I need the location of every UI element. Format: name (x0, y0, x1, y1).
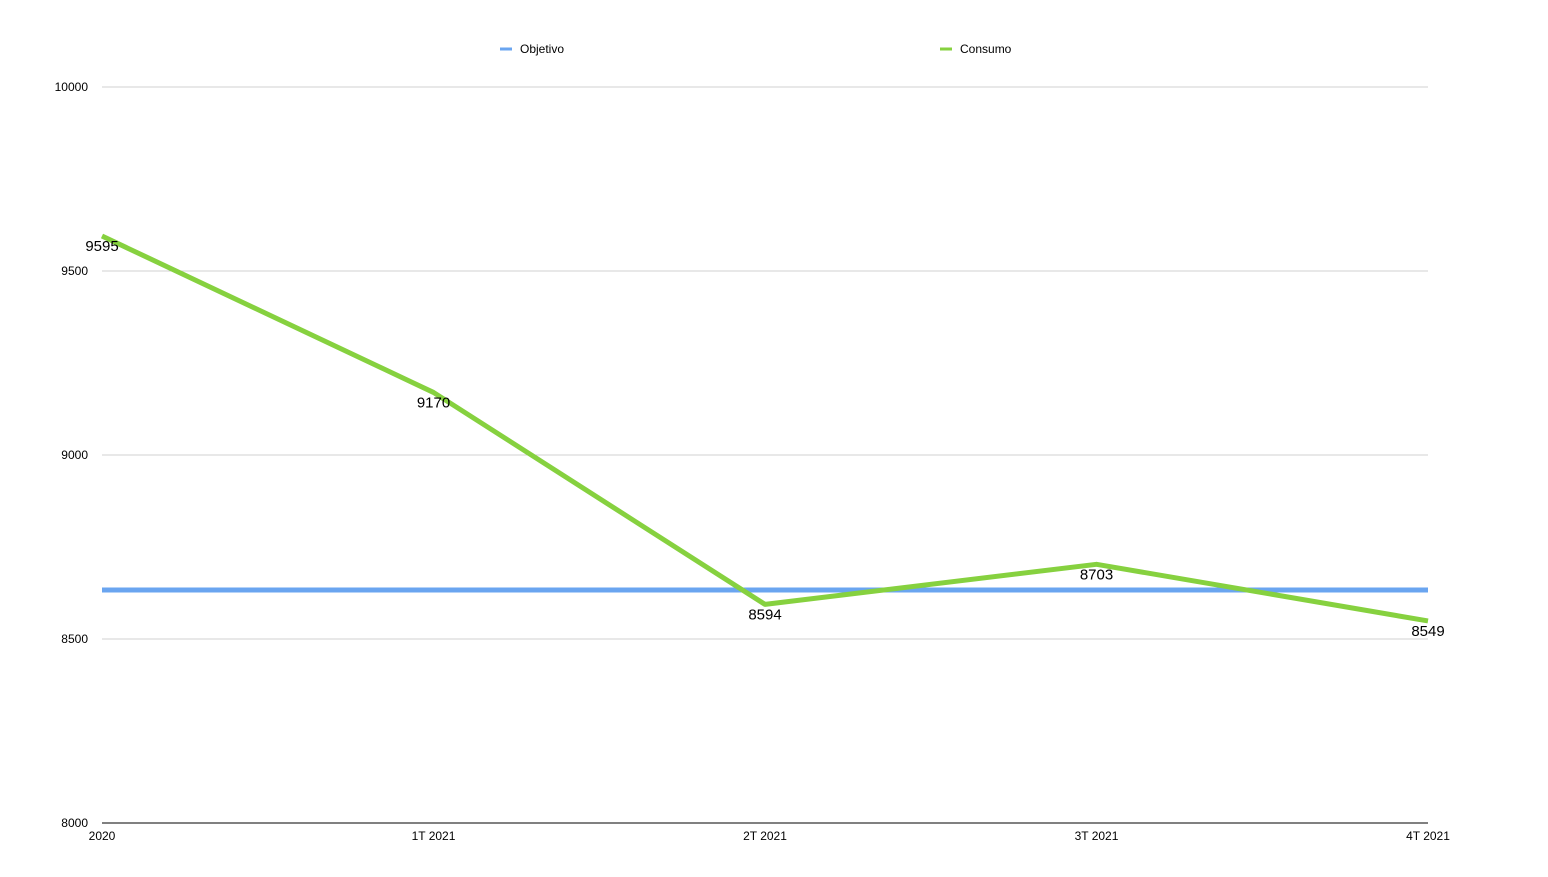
x-tick-label: 4T 2021 (1406, 829, 1450, 843)
data-label: 9170 (417, 394, 450, 411)
y-tick-label: 10000 (55, 80, 89, 94)
legend-label: Consumo (960, 42, 1012, 56)
data-label: 8703 (1080, 566, 1113, 583)
y-tick-label: 9000 (61, 448, 88, 462)
data-label: 8549 (1411, 623, 1444, 640)
series-line (100, 233, 1429, 624)
x-tick-label: 2020 (89, 829, 116, 843)
y-tick-label: 9500 (61, 264, 88, 278)
data-label: 8594 (748, 606, 781, 623)
legend-label: Objetivo (520, 42, 564, 56)
x-tick-label: 1T 2021 (412, 829, 456, 843)
y-tick-label: 8500 (61, 632, 88, 646)
x-tick-label: 2T 2021 (743, 829, 787, 843)
data-label: 9595 (85, 238, 118, 255)
x-tick-label: 3T 2021 (1075, 829, 1119, 843)
y-tick-label: 8000 (61, 816, 88, 830)
